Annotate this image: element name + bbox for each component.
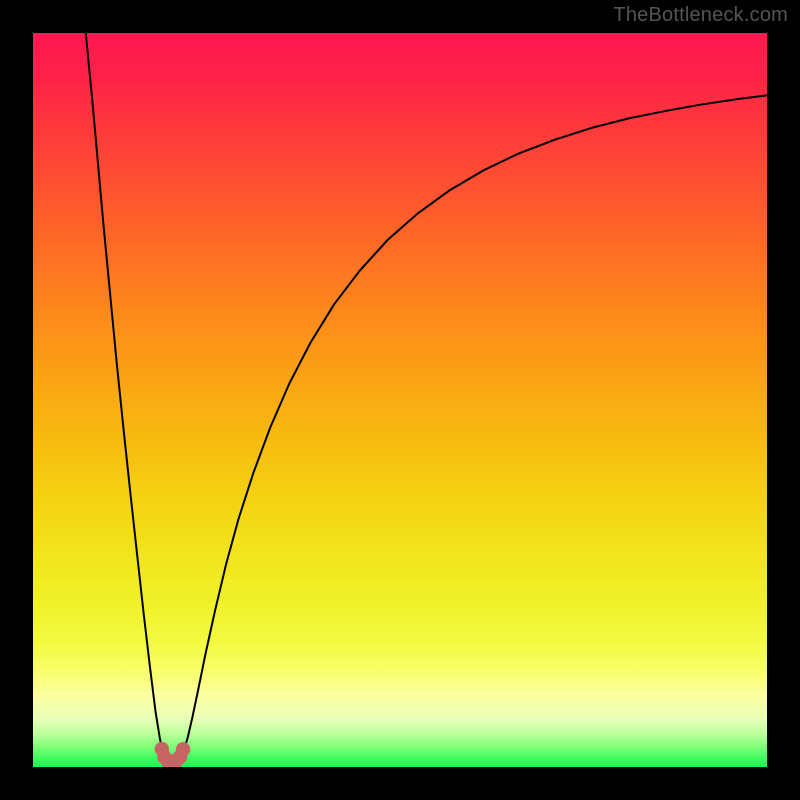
chart-stage: TheBottleneck.com: [0, 0, 800, 800]
minimum-markers: [155, 742, 191, 767]
plot-area: [33, 33, 767, 767]
marker-point: [176, 742, 190, 756]
attribution-label: TheBottleneck.com: [613, 4, 788, 27]
markers-layer: [33, 33, 767, 767]
